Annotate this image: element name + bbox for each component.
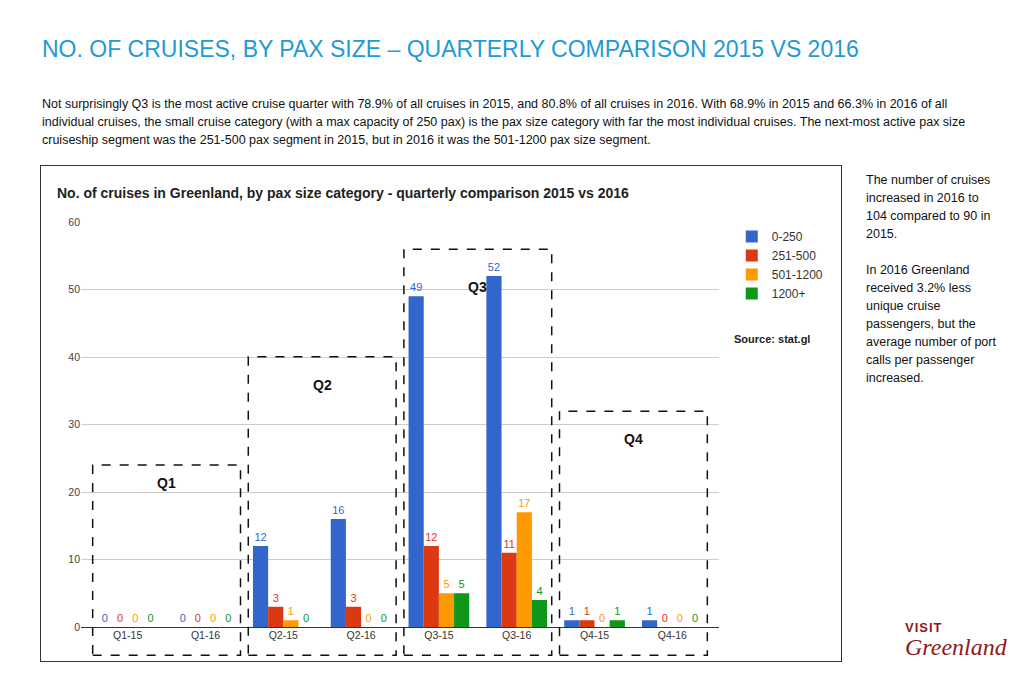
svg-text:49: 49 [410, 281, 422, 293]
svg-text:Q3-15: Q3-15 [424, 629, 453, 641]
svg-text:20: 20 [68, 486, 80, 498]
svg-text:Q4-16: Q4-16 [658, 629, 687, 641]
svg-text:0: 0 [132, 612, 138, 624]
svg-text:12: 12 [425, 531, 437, 543]
svg-text:1: 1 [584, 605, 590, 617]
html-text:Greenland: Greenland [905, 634, 1007, 660]
svg-text:0: 0 [677, 612, 683, 624]
svg-text:40: 40 [68, 351, 80, 363]
svg-text:0: 0 [599, 612, 605, 624]
svg-text:0: 0 [225, 612, 231, 624]
svg-text:1: 1 [569, 605, 575, 617]
svg-text:17: 17 [518, 497, 530, 509]
svg-text:12: 12 [254, 531, 266, 543]
svg-text:52: 52 [488, 261, 500, 273]
svg-text:30: 30 [68, 418, 80, 430]
svg-text:50: 50 [68, 283, 80, 295]
svg-text:251-500: 251-500 [772, 249, 816, 263]
svg-text:3: 3 [350, 592, 356, 604]
svg-text:Q3-16: Q3-16 [502, 629, 531, 641]
svg-text:0: 0 [102, 612, 108, 624]
svg-text:60: 60 [68, 216, 80, 228]
html-text:VISIT: VISIT [905, 620, 943, 635]
svg-text:Q1: Q1 [157, 475, 176, 491]
svg-text:Q1-15: Q1-15 [113, 629, 142, 641]
svg-text:0: 0 [662, 612, 668, 624]
svg-text:0: 0 [74, 621, 80, 633]
svg-text:5: 5 [443, 578, 449, 590]
svg-text:Q4: Q4 [624, 431, 643, 447]
svg-text:4: 4 [536, 585, 542, 597]
svg-text:11: 11 [503, 538, 514, 550]
svg-text:3: 3 [273, 592, 279, 604]
html-text:NO. OF CRUISES, BY PAX SIZE –: NO. OF CRUISES, BY PAX SIZE – QUARTERLY … [42, 36, 859, 62]
html-text:The number of cruises increase: The number of cruises increased in 2016 … [866, 173, 991, 241]
svg-text:1: 1 [614, 605, 620, 617]
svg-text:Q3: Q3 [468, 279, 487, 295]
html-text:In 2016 Greenland received 3.2: In 2016 Greenland received 3.2% less uni… [866, 263, 996, 385]
svg-text:0: 0 [692, 612, 698, 624]
svg-text:1200+: 1200+ [772, 287, 806, 301]
svg-text:Q1-16: Q1-16 [191, 629, 220, 641]
svg-text:16: 16 [332, 504, 344, 516]
svg-text:0-250: 0-250 [772, 230, 803, 244]
svg-text:0: 0 [303, 612, 309, 624]
svg-text:5: 5 [459, 578, 465, 590]
svg-text:0: 0 [366, 612, 372, 624]
svg-text:0: 0 [147, 612, 153, 624]
svg-text:0: 0 [180, 612, 186, 624]
svg-text:0: 0 [195, 612, 201, 624]
svg-text:1: 1 [288, 605, 294, 617]
svg-text:0: 0 [117, 612, 123, 624]
svg-text:10: 10 [68, 553, 80, 565]
html-text:Not surprisingly Q3 is the mos: Not surprisingly Q3 is the most active c… [42, 97, 966, 147]
svg-text:0: 0 [210, 612, 216, 624]
svg-text:Q2: Q2 [313, 377, 332, 393]
svg-text:Q2-16: Q2-16 [347, 629, 376, 641]
svg-text:Q2-15: Q2-15 [269, 629, 298, 641]
svg-text:No. of cruises in Greenland, b: No. of cruises in Greenland, by pax size… [57, 185, 629, 201]
svg-text:1: 1 [646, 605, 652, 617]
svg-text:501-1200: 501-1200 [772, 268, 823, 282]
svg-text:Q4-15: Q4-15 [580, 629, 609, 641]
svg-text:0: 0 [381, 612, 387, 624]
svg-text:Source: stat.gl: Source: stat.gl [734, 333, 810, 345]
